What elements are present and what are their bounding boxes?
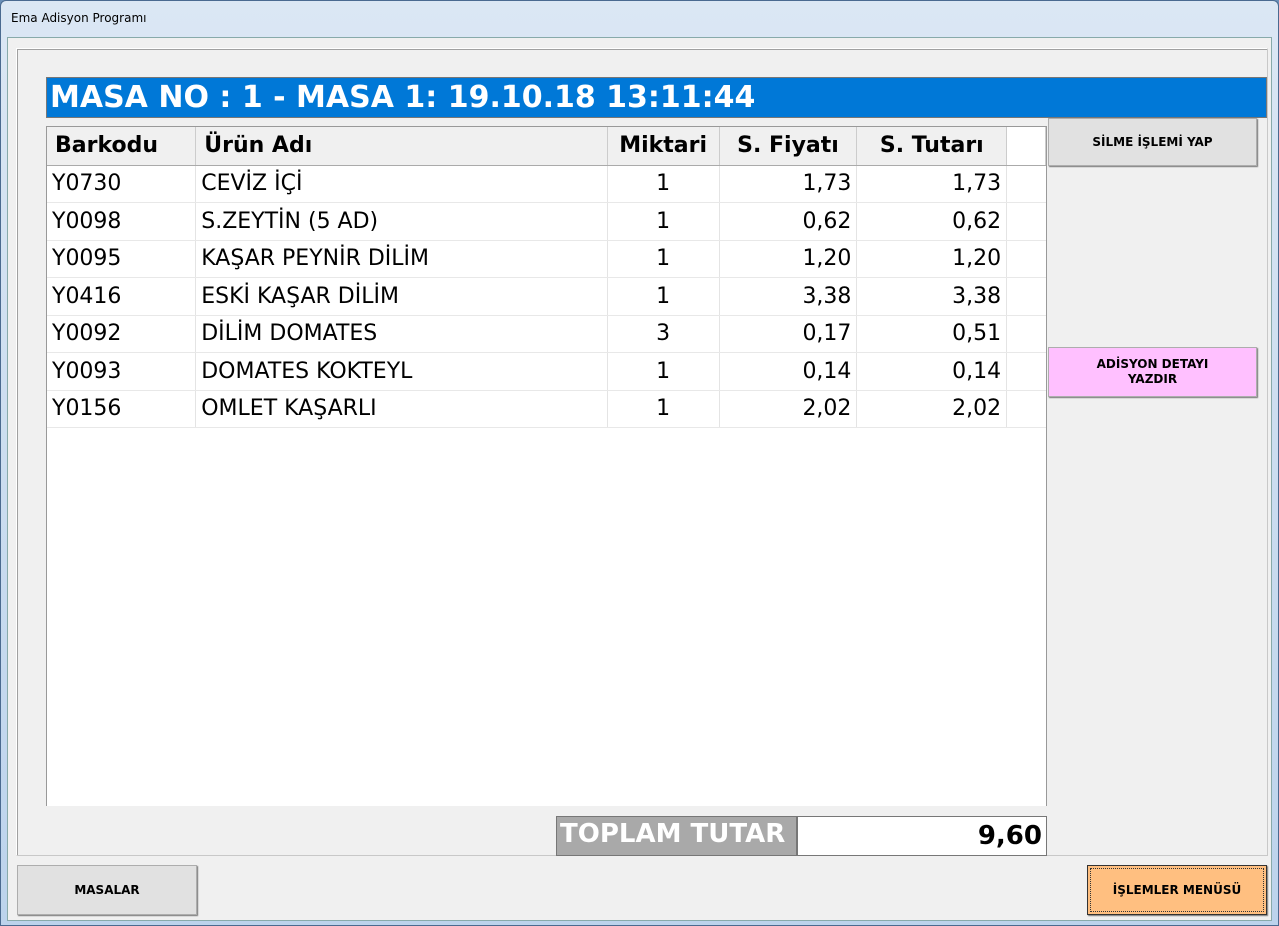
table-cell: 1,20: [856, 240, 1008, 278]
table-row[interactable]: Y0098 S.ZEYTİN (5 AD) 1 0,62 0,62: [47, 202, 1046, 241]
table-cell: 1: [607, 202, 720, 241]
row-filler: [1006, 165, 1046, 203]
table-cell: 0,62: [856, 202, 1008, 241]
table-cell: S.ZEYTİN (5 AD): [195, 202, 608, 241]
table-cell: Y0730: [47, 165, 197, 203]
total-label: TOPLAM TUTAR: [556, 816, 797, 856]
row-filler: [1006, 352, 1046, 391]
table-cell: 0,14: [719, 352, 858, 391]
table-row[interactable]: Y0156 OMLET KAŞARLI 1 2,02 2,02: [47, 390, 1046, 428]
row-filler: [1006, 240, 1046, 278]
table-cell: 2,02: [856, 390, 1008, 428]
table-row[interactable]: Y0416 ESKİ KAŞAR DİLİM 1 3,38 3,38: [47, 277, 1046, 316]
table-cell: Y0156: [47, 390, 197, 428]
table-cell: 2,02: [719, 390, 858, 428]
table-cell: 1: [607, 240, 720, 278]
table-cell: Y0416: [47, 277, 197, 316]
table-cell: 3: [607, 315, 720, 353]
total-value: 9,60: [797, 816, 1047, 856]
grid-header-row: Barkodu Ürün Adı Miktari S. Fiyatı S. Tutarı: [47, 127, 1046, 166]
delete-button[interactable]: SİLME İŞLEMİ YAP: [1048, 118, 1257, 166]
table-cell: Y0093: [47, 352, 197, 391]
table-cell: 1: [607, 390, 720, 428]
table-cell: Y0098: [47, 202, 197, 241]
table-cell: 3,38: [719, 277, 858, 316]
table-cell: KAŞAR PEYNİR DİLİM: [195, 240, 608, 278]
table-cell: 0,62: [719, 202, 858, 241]
column-header[interactable]: Ürün Adı: [195, 127, 608, 166]
table-cell: 1: [607, 352, 720, 391]
operations-menu-button[interactable]: İŞLEMLER MENÜSÜ: [1087, 865, 1267, 915]
table-cell: DİLİM DOMATES: [195, 315, 608, 353]
column-header[interactable]: Miktari: [607, 127, 720, 166]
table-row[interactable]: Y0093 DOMATES KOKTEYL 1 0,14 0,14: [47, 352, 1046, 391]
column-header[interactable]: S. Tutarı: [856, 127, 1008, 166]
column-header[interactable]: S. Fiyatı: [719, 127, 858, 166]
table-cell: 1: [607, 277, 720, 316]
table-cell: OMLET KAŞARLI: [195, 390, 608, 428]
table-row[interactable]: Y0095 KAŞAR PEYNİR DİLİM 1 1,20 1,20: [47, 240, 1046, 278]
table-cell: Y0095: [47, 240, 197, 278]
table-cell: 0,17: [719, 315, 858, 353]
table-cell: Y0092: [47, 315, 197, 353]
row-filler: [1006, 277, 1046, 316]
table-cell: ESKİ KAŞAR DİLİM: [195, 277, 608, 316]
table-cell: 0,14: [856, 352, 1008, 391]
table-cell: 0,51: [856, 315, 1008, 353]
row-filler: [1006, 390, 1046, 428]
table-row[interactable]: Y0092 DİLİM DOMATES 3 0,17 0,51: [47, 315, 1046, 353]
column-header[interactable]: Barkodu: [47, 127, 197, 166]
column-header-filler: [1006, 127, 1046, 166]
table-cell: DOMATES KOKTEYL: [195, 352, 608, 391]
table-cell: 1,20: [719, 240, 858, 278]
print-detail-button[interactable]: ADİSYON DETAYI YAZDIR: [1048, 347, 1257, 397]
order-grid[interactable]: Barkodu Ürün Adı Miktari S. Fiyatı S. Tutarı…: [46, 126, 1047, 806]
row-filler: [1006, 202, 1046, 241]
table-cell: 1,73: [719, 165, 858, 203]
window-title: Ema Adisyon Programı: [11, 11, 147, 25]
table-cell: CEVİZ İÇİ: [195, 165, 608, 203]
row-filler: [1006, 315, 1046, 353]
table-cell: 1: [607, 165, 720, 203]
table-cell: 1,73: [856, 165, 1008, 203]
client-area: MASA NO : 1 - MASA 1: 19.10.18 13:11:44 …: [7, 37, 1272, 921]
table-cell: 3,38: [856, 277, 1008, 316]
table-row[interactable]: Y0730 CEVİZ İÇİ 1 1,73 1,73: [47, 165, 1046, 203]
table-header-title: MASA NO : 1 - MASA 1: 19.10.18 13:11:44: [46, 77, 1267, 118]
tables-button[interactable]: MASALAR: [17, 865, 197, 915]
main-panel: MASA NO : 1 - MASA 1: 19.10.18 13:11:44 …: [16, 48, 1268, 856]
